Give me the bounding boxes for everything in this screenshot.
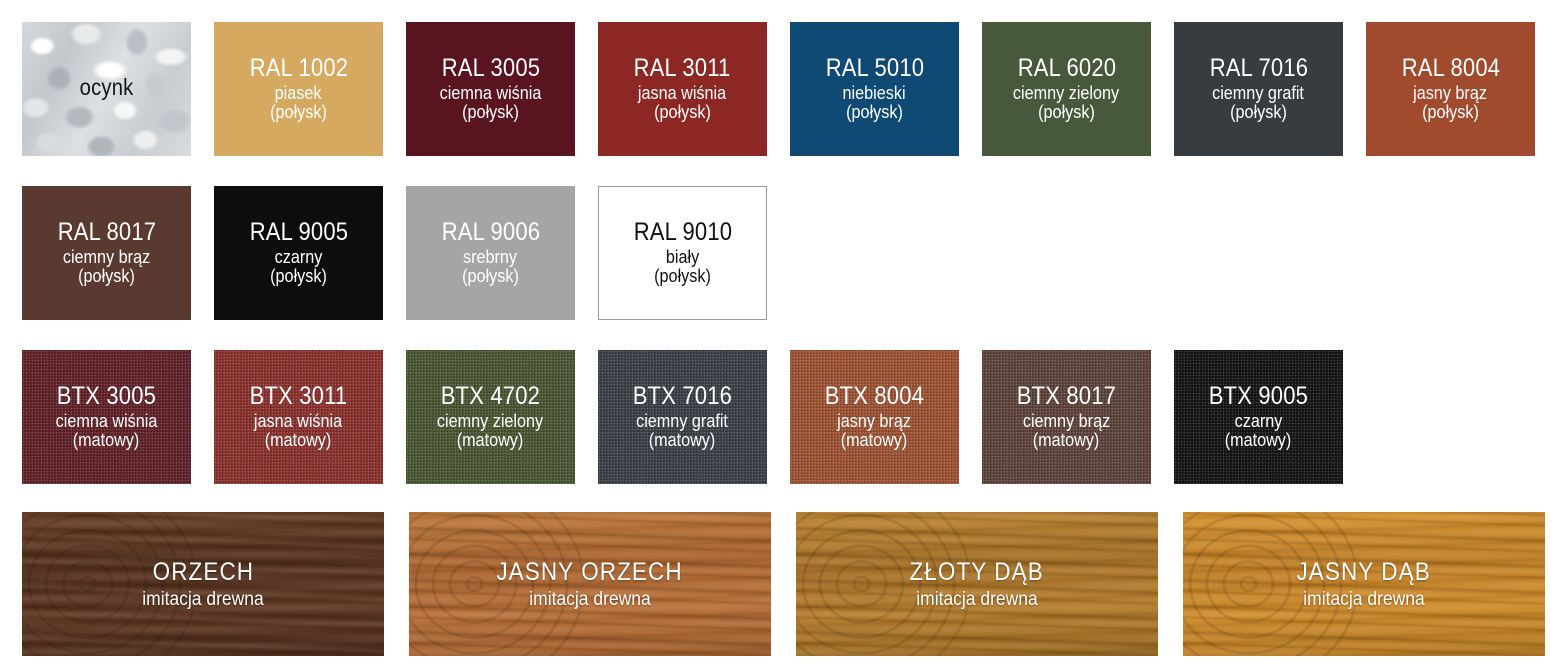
ral-gloss-row-1: ocynk RAL 1002 piasek (połysk) RAL 3005 … <box>22 22 1555 156</box>
swatch-desc: jasny brąz <box>1413 82 1488 103</box>
swatch-ral-9010[interactable]: RAL 9010 biały (połysk) <box>598 186 767 320</box>
swatch-orzech[interactable]: ORZECH imitacja drewna <box>22 512 384 656</box>
swatch-desc: ciemny zielony <box>437 410 544 431</box>
swatch-ral-6020[interactable]: RAL 6020 ciemny zielony (połysk) <box>982 22 1151 156</box>
btx-matte-row: BTX 3005 ciemna wiśnia (matowy) BTX 3011… <box>22 350 1555 484</box>
swatch-ral-3005[interactable]: RAL 3005 ciemna wiśnia (połysk) <box>406 22 575 156</box>
swatch-desc: jasna wiśnia <box>638 82 727 103</box>
swatch-finish: (połysk) <box>78 266 135 286</box>
swatch-code: RAL 8017 <box>57 217 156 246</box>
swatch-desc: imitacja drewna <box>529 588 651 610</box>
swatch-code: RAL 1002 <box>249 53 348 82</box>
swatch-finish: (matowy) <box>841 430 908 450</box>
swatch-code: ocynk <box>79 74 134 100</box>
swatch-code: RAL 6020 <box>1017 53 1116 82</box>
swatch-jasny-orzech[interactable]: JASNY ORZECH imitacja drewna <box>409 512 771 656</box>
swatch-desc: ciemna wiśnia <box>55 410 158 431</box>
swatch-ral-8004[interactable]: RAL 8004 jasny brąz (połysk) <box>1366 22 1535 156</box>
swatch-code: JASNY ORZECH <box>496 557 684 586</box>
swatch-desc: ciemny grafit <box>636 410 729 431</box>
swatch-ral-7016[interactable]: RAL 7016 ciemny grafit (połysk) <box>1174 22 1343 156</box>
swatch-code: BTX 3011 <box>249 381 348 410</box>
swatch-finish: (połysk) <box>1230 102 1287 122</box>
swatch-finish: (połysk) <box>654 102 711 122</box>
swatch-finish: (połysk) <box>1422 102 1479 122</box>
swatch-btx-8017[interactable]: BTX 8017 ciemny brąz (matowy) <box>982 350 1151 484</box>
swatch-code: BTX 3005 <box>56 381 157 410</box>
swatch-finish: (matowy) <box>73 430 140 450</box>
swatch-btx-9005[interactable]: BTX 9005 czarny (matowy) <box>1174 350 1343 484</box>
swatch-jasny-dab[interactable]: JASNY DĄB imitacja drewna <box>1183 512 1545 656</box>
swatch-finish: (matowy) <box>265 430 332 450</box>
swatch-finish: (matowy) <box>1033 430 1100 450</box>
swatch-code: BTX 8004 <box>824 381 925 410</box>
swatch-desc: imitacja drewna <box>142 588 264 610</box>
swatch-code: ORZECH <box>152 557 254 586</box>
swatch-code: JASNY DĄB <box>1296 557 1432 586</box>
swatch-btx-8004[interactable]: BTX 8004 jasny brąz (matowy) <box>790 350 959 484</box>
ral-gloss-row-2: RAL 8017 ciemny brąz (połysk) RAL 9005 c… <box>22 186 1555 320</box>
swatch-zloty-dab[interactable]: ZŁOTY DĄB imitacja drewna <box>796 512 1158 656</box>
swatch-finish: (matowy) <box>1225 430 1292 450</box>
swatch-ral-3011[interactable]: RAL 3011 jasna wiśnia (połysk) <box>598 22 767 156</box>
swatch-ral-8017[interactable]: RAL 8017 ciemny brąz (połysk) <box>22 186 191 320</box>
swatch-code: BTX 4702 <box>440 381 541 410</box>
swatch-btx-3011[interactable]: BTX 3011 jasna wiśnia (matowy) <box>214 350 383 484</box>
swatch-desc: czarny <box>1234 410 1283 431</box>
swatch-desc: ciemny brąz <box>1022 410 1111 431</box>
swatch-ocynk[interactable]: ocynk <box>22 22 191 156</box>
swatch-finish: (połysk) <box>654 266 711 286</box>
swatch-desc: ciemny grafit <box>1212 82 1305 103</box>
swatch-finish: (połysk) <box>1038 102 1095 122</box>
swatch-desc: imitacja drewna <box>1303 588 1425 610</box>
swatch-btx-3005[interactable]: BTX 3005 ciemna wiśnia (matowy) <box>22 350 191 484</box>
swatch-btx-4702[interactable]: BTX 4702 ciemny zielony (matowy) <box>406 350 575 484</box>
swatch-desc: srebrny <box>463 246 518 267</box>
swatch-code: RAL 7016 <box>1209 53 1308 82</box>
swatch-code: RAL 3005 <box>441 53 540 82</box>
swatch-code: RAL 9010 <box>633 217 732 246</box>
wood-imitation-row: ORZECH imitacja drewna JASNY ORZECH imit… <box>22 512 1555 656</box>
swatch-code: RAL 9006 <box>441 217 540 246</box>
swatch-code: BTX 9005 <box>1208 381 1309 410</box>
swatch-finish: (połysk) <box>270 102 327 122</box>
swatch-finish: (matowy) <box>649 430 716 450</box>
swatch-finish: (matowy) <box>457 430 524 450</box>
swatch-code: RAL 9005 <box>249 217 348 246</box>
swatch-desc: imitacja drewna <box>916 588 1038 610</box>
swatch-code: ZŁOTY DĄB <box>909 557 1045 586</box>
swatch-code: RAL 3011 <box>634 53 731 82</box>
swatch-ral-9006[interactable]: RAL 9006 srebrny (połysk) <box>406 186 575 320</box>
swatch-desc: piasek <box>275 82 322 103</box>
swatch-desc: ciemny brąz <box>62 246 151 267</box>
swatch-code: RAL 8004 <box>1401 53 1500 82</box>
swatch-code: RAL 5010 <box>825 53 924 82</box>
swatch-finish: (połysk) <box>270 266 327 286</box>
swatch-btx-7016[interactable]: BTX 7016 ciemny grafit (matowy) <box>598 350 767 484</box>
swatch-desc: ciemny zielony <box>1013 82 1120 103</box>
swatch-desc: jasny brąz <box>837 410 912 431</box>
swatch-code: BTX 8017 <box>1016 381 1117 410</box>
swatch-desc: jasna wiśnia <box>254 410 343 431</box>
swatch-desc: niebieski <box>842 82 907 103</box>
swatch-finish: (połysk) <box>462 102 519 122</box>
swatch-finish: (połysk) <box>462 266 519 286</box>
swatch-ral-1002[interactable]: RAL 1002 piasek (połysk) <box>214 22 383 156</box>
swatch-finish: (połysk) <box>846 102 903 122</box>
swatch-ral-5010[interactable]: RAL 5010 niebieski (połysk) <box>790 22 959 156</box>
swatch-desc: biały <box>665 246 700 267</box>
swatch-code: BTX 7016 <box>632 381 733 410</box>
swatch-ral-9005[interactable]: RAL 9005 czarny (połysk) <box>214 186 383 320</box>
swatch-desc: ciemna wiśnia <box>439 82 542 103</box>
swatch-desc: czarny <box>274 246 323 267</box>
